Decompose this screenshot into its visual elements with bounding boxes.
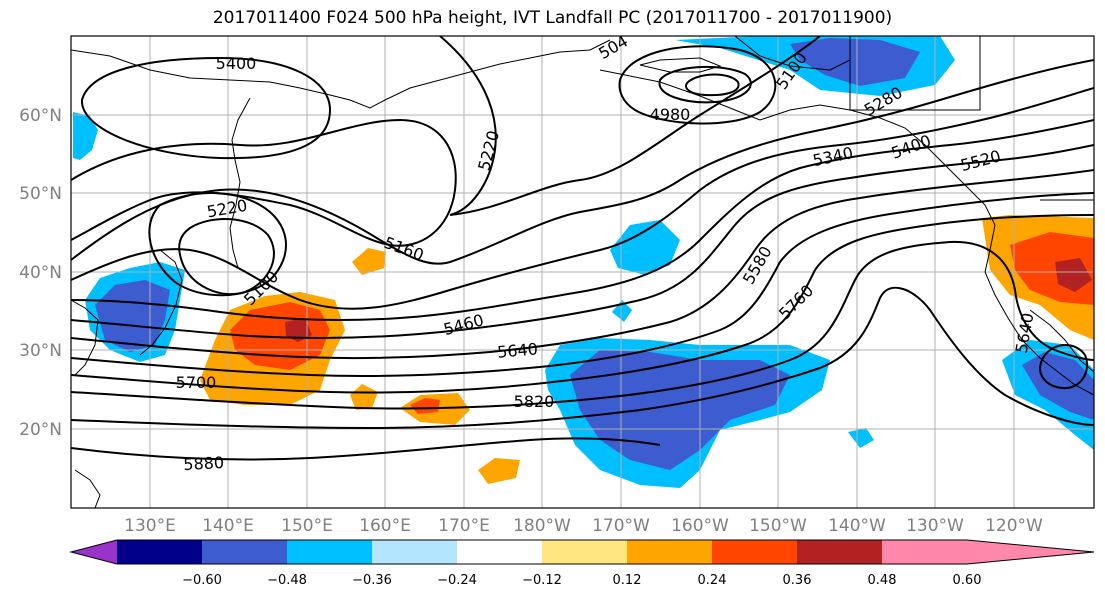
height-contour [618, 45, 777, 125]
map-title: 2017011400 F024 500 hPa height, IVT Land… [212, 8, 893, 28]
lat-label: 60°N [19, 106, 62, 126]
kamchatka-kuril-coast [229, 97, 251, 269]
alaska-coast [599, 69, 996, 226]
colorbar-tick-label: 0.48 [868, 573, 897, 588]
ivt-negative-area [612, 300, 632, 322]
colorbar-outline [69, 539, 1095, 565]
lon-label: 170°W [592, 516, 650, 536]
height-contour [71, 240, 1094, 410]
lon-label: 130°W [906, 516, 964, 536]
lon-label: 150°E [281, 516, 333, 536]
contour-label: 5640 [496, 339, 538, 361]
height-contour [71, 87, 1094, 310]
lat-label: 50°N [19, 184, 62, 204]
contour-label: 5820 [514, 392, 555, 411]
contour-label: 4980 [650, 105, 691, 124]
height-contour [71, 286, 1094, 430]
colorbar-tick-label: −0.60 [182, 573, 222, 588]
colorbar-segment [457, 540, 542, 564]
latitude-labels: 60°N 50°N 40°N 30°N 20°N [19, 106, 62, 440]
colorbar-tick-label: 0.12 [613, 573, 642, 588]
coastlines [71, 36, 1094, 508]
height-contour [71, 214, 1094, 394]
ivt-positive-core [410, 398, 440, 414]
colorbar-tick-label: 0.60 [953, 573, 982, 588]
ivt-negative-area [848, 428, 874, 448]
graticule [71, 36, 1094, 508]
canada-border [849, 36, 981, 111]
colorbar-tick-label: −0.12 [522, 573, 562, 588]
ivt-negative-area [73, 112, 98, 160]
lon-label: 160°W [671, 516, 729, 536]
colorbar-tick-label: −0.48 [267, 573, 307, 588]
lon-label: 140°W [828, 516, 886, 536]
longitude-labels: 130°E 140°E 150°E 160°E 170°E 180°W 170°… [124, 516, 1043, 536]
colorbar-extend-low [71, 540, 117, 564]
height-contours [71, 36, 1094, 461]
asia-south-coast [74, 469, 101, 508]
asia-coast [71, 299, 99, 376]
colorbar-tick-label: 0.24 [698, 573, 727, 588]
height-contour [80, 56, 332, 160]
lon-label: 130°E [124, 516, 176, 536]
height-contour [71, 144, 1094, 339]
lon-label: 120°W [985, 516, 1043, 536]
contour-label: 5880 [183, 453, 225, 474]
height-contour [658, 65, 752, 104]
height-contour [178, 218, 275, 296]
ivt-positive-area [350, 384, 378, 410]
siberia-coast [71, 39, 611, 109]
colorbar-tick-labels: −0.60 −0.48 −0.36 −0.24 −0.12 0.12 0.24 … [182, 573, 981, 588]
ivt-positive-area [478, 458, 520, 484]
ivt-negative-core [95, 280, 170, 352]
colorbar-segment [372, 540, 457, 564]
lon-label: 150°W [749, 516, 807, 536]
height-contour [685, 73, 740, 97]
height-contour [439, 36, 821, 216]
height-contour [71, 437, 661, 461]
lat-label: 40°N [19, 263, 62, 283]
height-contour [1039, 344, 1088, 390]
contour-label: 5400 [216, 54, 257, 73]
lon-label: 160°E [359, 516, 411, 536]
height-contour [71, 169, 1094, 360]
colorbar-tick-label: 0.36 [783, 573, 812, 588]
us-mexico-border [1029, 309, 1094, 373]
colorbar-segment [202, 540, 287, 564]
height-contour [71, 192, 1094, 377]
height-contour [71, 59, 1094, 265]
colorbar-tick-label: −0.24 [437, 573, 477, 588]
ivt-positive-peak [1055, 258, 1092, 292]
colorbar-segment [627, 540, 712, 564]
us-west-coast [984, 224, 1094, 396]
ivt-positive-peak [285, 318, 312, 342]
colorbar-segment [117, 540, 202, 564]
colorbar-segment [712, 540, 797, 564]
ivt-negative-core [790, 38, 920, 86]
lat-label: 20°N [19, 420, 62, 440]
height-contour [71, 119, 1094, 321]
height-contour [71, 118, 457, 247]
height-contour [148, 192, 287, 297]
lon-label: 180°W [513, 516, 571, 536]
lon-label: 140°E [202, 516, 254, 536]
colorbar-extend-high [967, 540, 1094, 564]
colorbar-tick-label: −0.36 [352, 573, 392, 588]
ivt-negative-area [610, 220, 680, 275]
lon-label: 170°E [438, 516, 490, 536]
ivt-positive-area [352, 248, 386, 275]
colorbar-segment [287, 540, 372, 564]
colorbar-segment [542, 540, 627, 564]
contour-label: 5700 [176, 373, 217, 392]
lat-label: 30°N [19, 341, 62, 361]
colorbar-segment [882, 540, 967, 564]
colorbar: −0.60 −0.48 −0.36 −0.24 −0.12 0.12 0.24 … [69, 539, 1095, 588]
colorbar-segment [797, 540, 882, 564]
map-frame [70, 35, 1095, 509]
